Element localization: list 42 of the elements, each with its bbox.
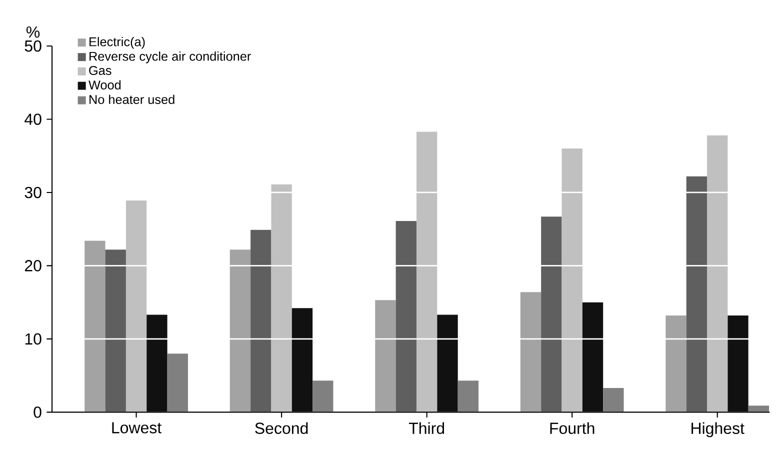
bar: [520, 292, 542, 412]
bar: [541, 216, 562, 412]
bar: [666, 316, 686, 412]
x-tick-label: Lowest: [112, 422, 162, 434]
bar: [458, 380, 479, 412]
legend-label: No heater used: [90, 94, 174, 104]
bar: [748, 406, 770, 412]
bar: [105, 250, 126, 412]
legend-label: Electric(a): [90, 37, 145, 50]
y-tick-label: 20: [24, 260, 42, 272]
y-tick-label: 40: [24, 114, 42, 126]
bar: [146, 315, 168, 412]
y-axis-title: %: [26, 26, 40, 38]
bar: [312, 380, 334, 412]
x-tick-label: Highest: [692, 422, 744, 438]
y-tick-label: 10: [25, 334, 42, 345]
y-tick-label: 30: [24, 187, 42, 198]
legend-label: Gas: [89, 66, 112, 76]
legend-label: Reverse cycle air conditioner: [90, 52, 251, 64]
bar: [250, 230, 272, 412]
bar: [582, 302, 604, 412]
legend-label: Wood: [88, 80, 121, 90]
bar: [230, 250, 251, 412]
y-tick-label: 50: [24, 40, 42, 52]
y-tick-label: 0: [34, 406, 42, 418]
bar: [292, 308, 313, 412]
bar: [126, 200, 147, 412]
bar: [603, 388, 624, 412]
bar: [375, 300, 396, 412]
bar: [437, 315, 458, 412]
bar: [707, 136, 728, 412]
bar: [416, 132, 438, 412]
bar: [167, 354, 188, 412]
x-tick-label: Fourth: [550, 422, 594, 434]
bar: [396, 221, 416, 412]
bar: [728, 316, 748, 412]
x-tick-label: Third: [408, 422, 444, 434]
x-tick-label: Second: [255, 422, 308, 434]
bar: [686, 176, 708, 412]
bar: [84, 241, 106, 412]
bar: [562, 148, 582, 412]
bar: [271, 184, 292, 412]
